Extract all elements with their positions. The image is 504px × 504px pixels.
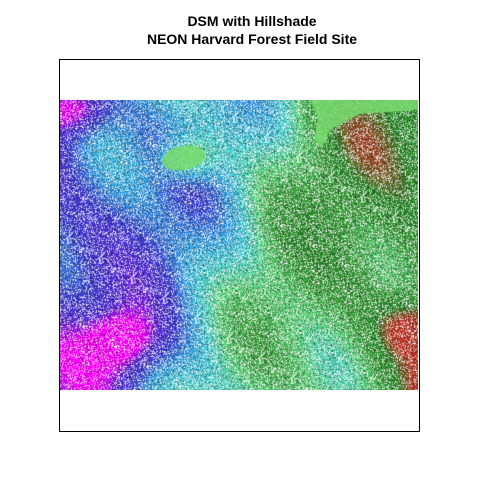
plot-title-line1: DSM with Hillshade (187, 13, 317, 29)
dsm-hillshade-raster (60, 100, 418, 390)
plot-title-line2: NEON Harvard Forest Field Site (146, 31, 358, 47)
